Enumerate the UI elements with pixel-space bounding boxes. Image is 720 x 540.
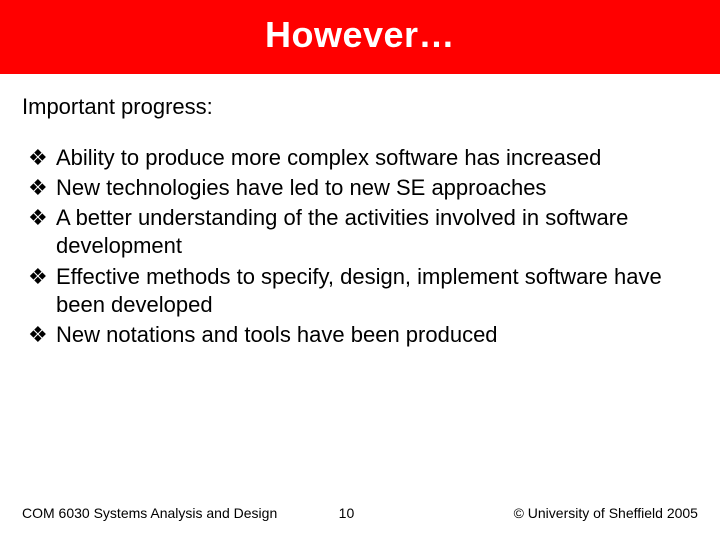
bullet-icon: ❖	[28, 263, 56, 291]
bullet-text: A better understanding of the activities…	[56, 204, 698, 260]
list-item: ❖ A better understanding of the activiti…	[28, 204, 698, 260]
bullet-icon: ❖	[28, 204, 56, 232]
slide-title: However…	[0, 14, 720, 56]
footer-page-number: 10	[279, 505, 414, 521]
slide-footer: COM 6030 Systems Analysis and Design 10 …	[0, 505, 720, 523]
title-bar: However…	[0, 0, 720, 74]
bullet-text: New notations and tools have been produc…	[56, 321, 698, 349]
bullet-icon: ❖	[28, 321, 56, 349]
bullet-list: ❖ Ability to produce more complex softwa…	[22, 144, 698, 349]
list-item: ❖ Ability to produce more complex softwa…	[28, 144, 698, 172]
bullet-text: New technologies have led to new SE appr…	[56, 174, 698, 202]
slide-body: Important progress: ❖ Ability to produce…	[0, 74, 720, 349]
intro-text: Important progress:	[22, 94, 698, 120]
bullet-text: Effective methods to specify, design, im…	[56, 263, 698, 319]
list-item: ❖ Effective methods to specify, design, …	[28, 263, 698, 319]
list-item: ❖ New technologies have led to new SE ap…	[28, 174, 698, 202]
list-item: ❖ New notations and tools have been prod…	[28, 321, 698, 349]
footer-copyright: © University of Sheffield 2005	[414, 505, 698, 521]
footer-course: COM 6030 Systems Analysis and Design	[22, 505, 279, 523]
bullet-icon: ❖	[28, 174, 56, 202]
bullet-icon: ❖	[28, 144, 56, 172]
bullet-text: Ability to produce more complex software…	[56, 144, 698, 172]
